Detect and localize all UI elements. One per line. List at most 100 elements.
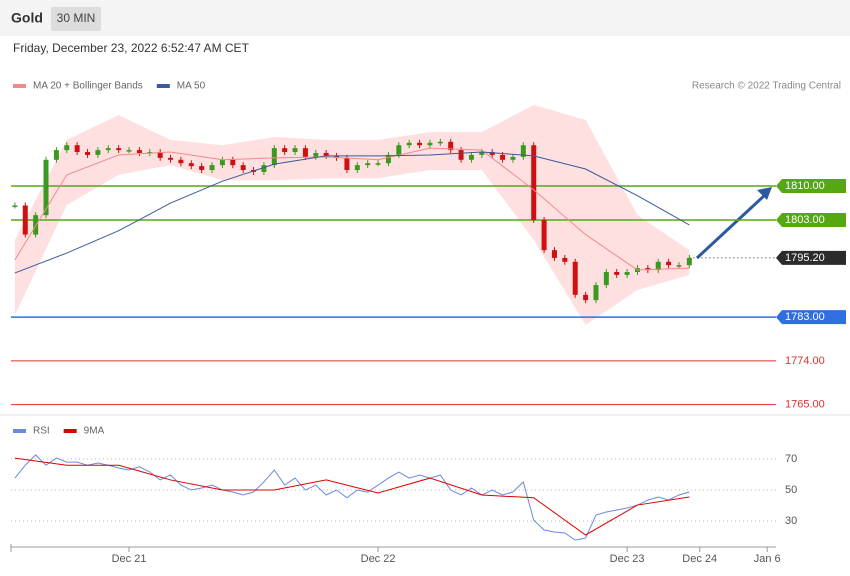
legend-label: 9MA [84,426,105,437]
candle [323,152,329,156]
legend-label: MA 50 [177,81,206,92]
bollinger-band [14,104,690,325]
rsi-line [14,454,690,541]
level-label: 1795.20 [785,252,825,264]
candle [334,155,340,158]
candle [302,148,308,157]
x-tick-label: Dec 22 [361,553,396,565]
candle [282,148,288,153]
candle [479,152,485,155]
legend-swatch [13,84,26,88]
candle [313,152,319,157]
legend-swatch [13,429,26,433]
candle [510,156,516,160]
legend-label: MA 20 + Bollinger Bands [33,81,143,92]
candle [365,163,371,166]
candle [43,159,49,216]
candle [666,261,672,266]
interval[interactable]: 30 MIN [57,11,96,25]
y-tick-label: 70 [785,453,797,465]
legend-swatch [156,84,170,88]
candle [85,152,91,155]
candle [12,205,18,207]
ma-line [14,147,690,271]
candle [178,159,184,164]
candle [385,154,391,164]
forecast-arrow [695,192,768,260]
candle [95,150,101,155]
header-bar [0,0,850,36]
level-tag [776,213,846,228]
legend-swatch [63,429,77,433]
candle [344,157,350,170]
candle [209,165,215,170]
candle [448,141,454,151]
candle [541,220,547,251]
timestamp: Friday, December 23, 2022 6:52:47 AM CET [13,41,250,55]
candle [157,152,163,158]
candle [655,261,661,271]
candle [219,159,225,166]
y-tick-label: 50 [785,484,797,496]
interval-button[interactable] [51,7,101,31]
candle [417,142,423,146]
level-tag [776,179,846,194]
level-tag [776,310,846,325]
candle [427,142,433,146]
level-label: 1774.00 [785,355,825,367]
title: Gold [11,10,43,26]
level-label: 1803.00 [785,214,825,226]
x-tick-label: Jan 6 [754,553,781,565]
candle [375,163,381,165]
candle [437,141,443,144]
credit: Research © 2022 Trading Central [692,81,841,92]
candle [551,250,557,258]
candle [292,148,298,153]
candle [583,294,589,301]
candle [261,165,267,172]
candle [240,165,246,170]
candle [624,271,630,275]
candle [396,145,402,155]
candle [458,150,464,160]
candle [22,205,28,235]
level-label: 1810.00 [785,180,825,192]
forecast-arrow-head [757,187,772,200]
candle [686,257,692,266]
candle [500,154,506,160]
ma-line [14,151,690,274]
candle [33,215,39,235]
x-tick-label: Dec 23 [610,553,645,565]
candle [520,145,526,157]
candle [645,268,651,271]
rsi-line [14,457,690,536]
candle [531,145,537,221]
candle [188,163,194,167]
candle [168,157,174,160]
candle [116,148,122,151]
candle [230,159,236,166]
x-tick-label: Dec 24 [682,553,717,565]
candle [593,285,599,301]
candle [354,165,360,170]
candle [572,261,578,295]
candle [603,271,609,286]
level-tag [776,250,846,265]
candle [562,257,568,262]
candle [74,145,80,153]
y-tick-label: 30 [785,515,797,527]
x-tick-label: Dec 21 [112,553,147,565]
candle [199,166,205,170]
candle [271,148,277,166]
candle [53,150,59,160]
candle [489,152,495,155]
level-label: 1783.00 [785,311,825,323]
candle [468,154,474,160]
candle [676,265,682,267]
level-label: 1765.00 [785,398,825,410]
candle [136,150,142,153]
candle [105,148,111,151]
candle [64,145,70,151]
